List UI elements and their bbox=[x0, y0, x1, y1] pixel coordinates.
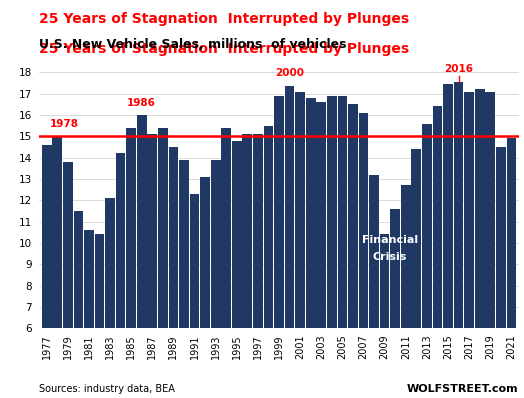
Bar bbox=[327, 96, 337, 398]
Bar bbox=[485, 92, 495, 398]
Bar bbox=[358, 113, 368, 398]
Bar bbox=[390, 209, 400, 398]
Text: 1978: 1978 bbox=[50, 119, 79, 129]
Text: 1986: 1986 bbox=[127, 98, 156, 107]
Bar bbox=[42, 145, 51, 398]
Bar bbox=[253, 134, 263, 398]
Bar bbox=[285, 86, 294, 398]
Bar bbox=[169, 147, 178, 398]
Text: U.S. New Vehicle Sales, millions  of vehicles: U.S. New Vehicle Sales, millions of vehi… bbox=[39, 38, 347, 51]
Bar bbox=[422, 123, 432, 398]
Bar bbox=[179, 160, 189, 398]
Bar bbox=[52, 137, 62, 398]
Bar bbox=[73, 211, 83, 398]
Text: 2000: 2000 bbox=[275, 68, 304, 78]
Text: Financial: Financial bbox=[362, 235, 418, 245]
Bar bbox=[496, 147, 506, 398]
Bar bbox=[264, 126, 274, 398]
Bar bbox=[126, 128, 136, 398]
Bar bbox=[454, 82, 463, 398]
Bar bbox=[507, 139, 516, 398]
Bar bbox=[63, 162, 73, 398]
Bar bbox=[158, 128, 168, 398]
Text: Sources: industry data, BEA: Sources: industry data, BEA bbox=[39, 384, 175, 394]
Bar bbox=[380, 234, 389, 398]
Bar bbox=[243, 134, 252, 398]
Bar bbox=[232, 140, 242, 398]
Bar bbox=[401, 185, 411, 398]
Bar bbox=[221, 128, 231, 398]
Bar bbox=[211, 160, 221, 398]
Bar bbox=[443, 84, 453, 398]
Bar bbox=[433, 107, 442, 398]
Text: Crisis: Crisis bbox=[373, 252, 407, 262]
Bar bbox=[411, 149, 421, 398]
Bar bbox=[84, 230, 94, 398]
Bar bbox=[316, 102, 326, 398]
Bar bbox=[475, 90, 485, 398]
Text: 2016: 2016 bbox=[444, 64, 473, 74]
Bar bbox=[369, 175, 379, 398]
Bar bbox=[274, 96, 284, 398]
Bar bbox=[337, 96, 347, 398]
Bar bbox=[95, 234, 104, 398]
Bar bbox=[190, 194, 200, 398]
Text: 25 Years of Stagnation  Interrupted by Plunges: 25 Years of Stagnation Interrupted by Pl… bbox=[39, 12, 409, 26]
Bar bbox=[116, 153, 125, 398]
Bar bbox=[137, 115, 147, 398]
Text: 25 Years of Stagnation  Interrupted by Plunges: 25 Years of Stagnation Interrupted by Pl… bbox=[39, 42, 409, 57]
Bar bbox=[200, 177, 210, 398]
Bar bbox=[464, 92, 474, 398]
Bar bbox=[296, 92, 305, 398]
Bar bbox=[306, 98, 315, 398]
Text: WOLFSTREET.com: WOLFSTREET.com bbox=[407, 384, 519, 394]
Bar bbox=[348, 104, 358, 398]
Bar bbox=[105, 198, 115, 398]
Bar bbox=[147, 134, 157, 398]
